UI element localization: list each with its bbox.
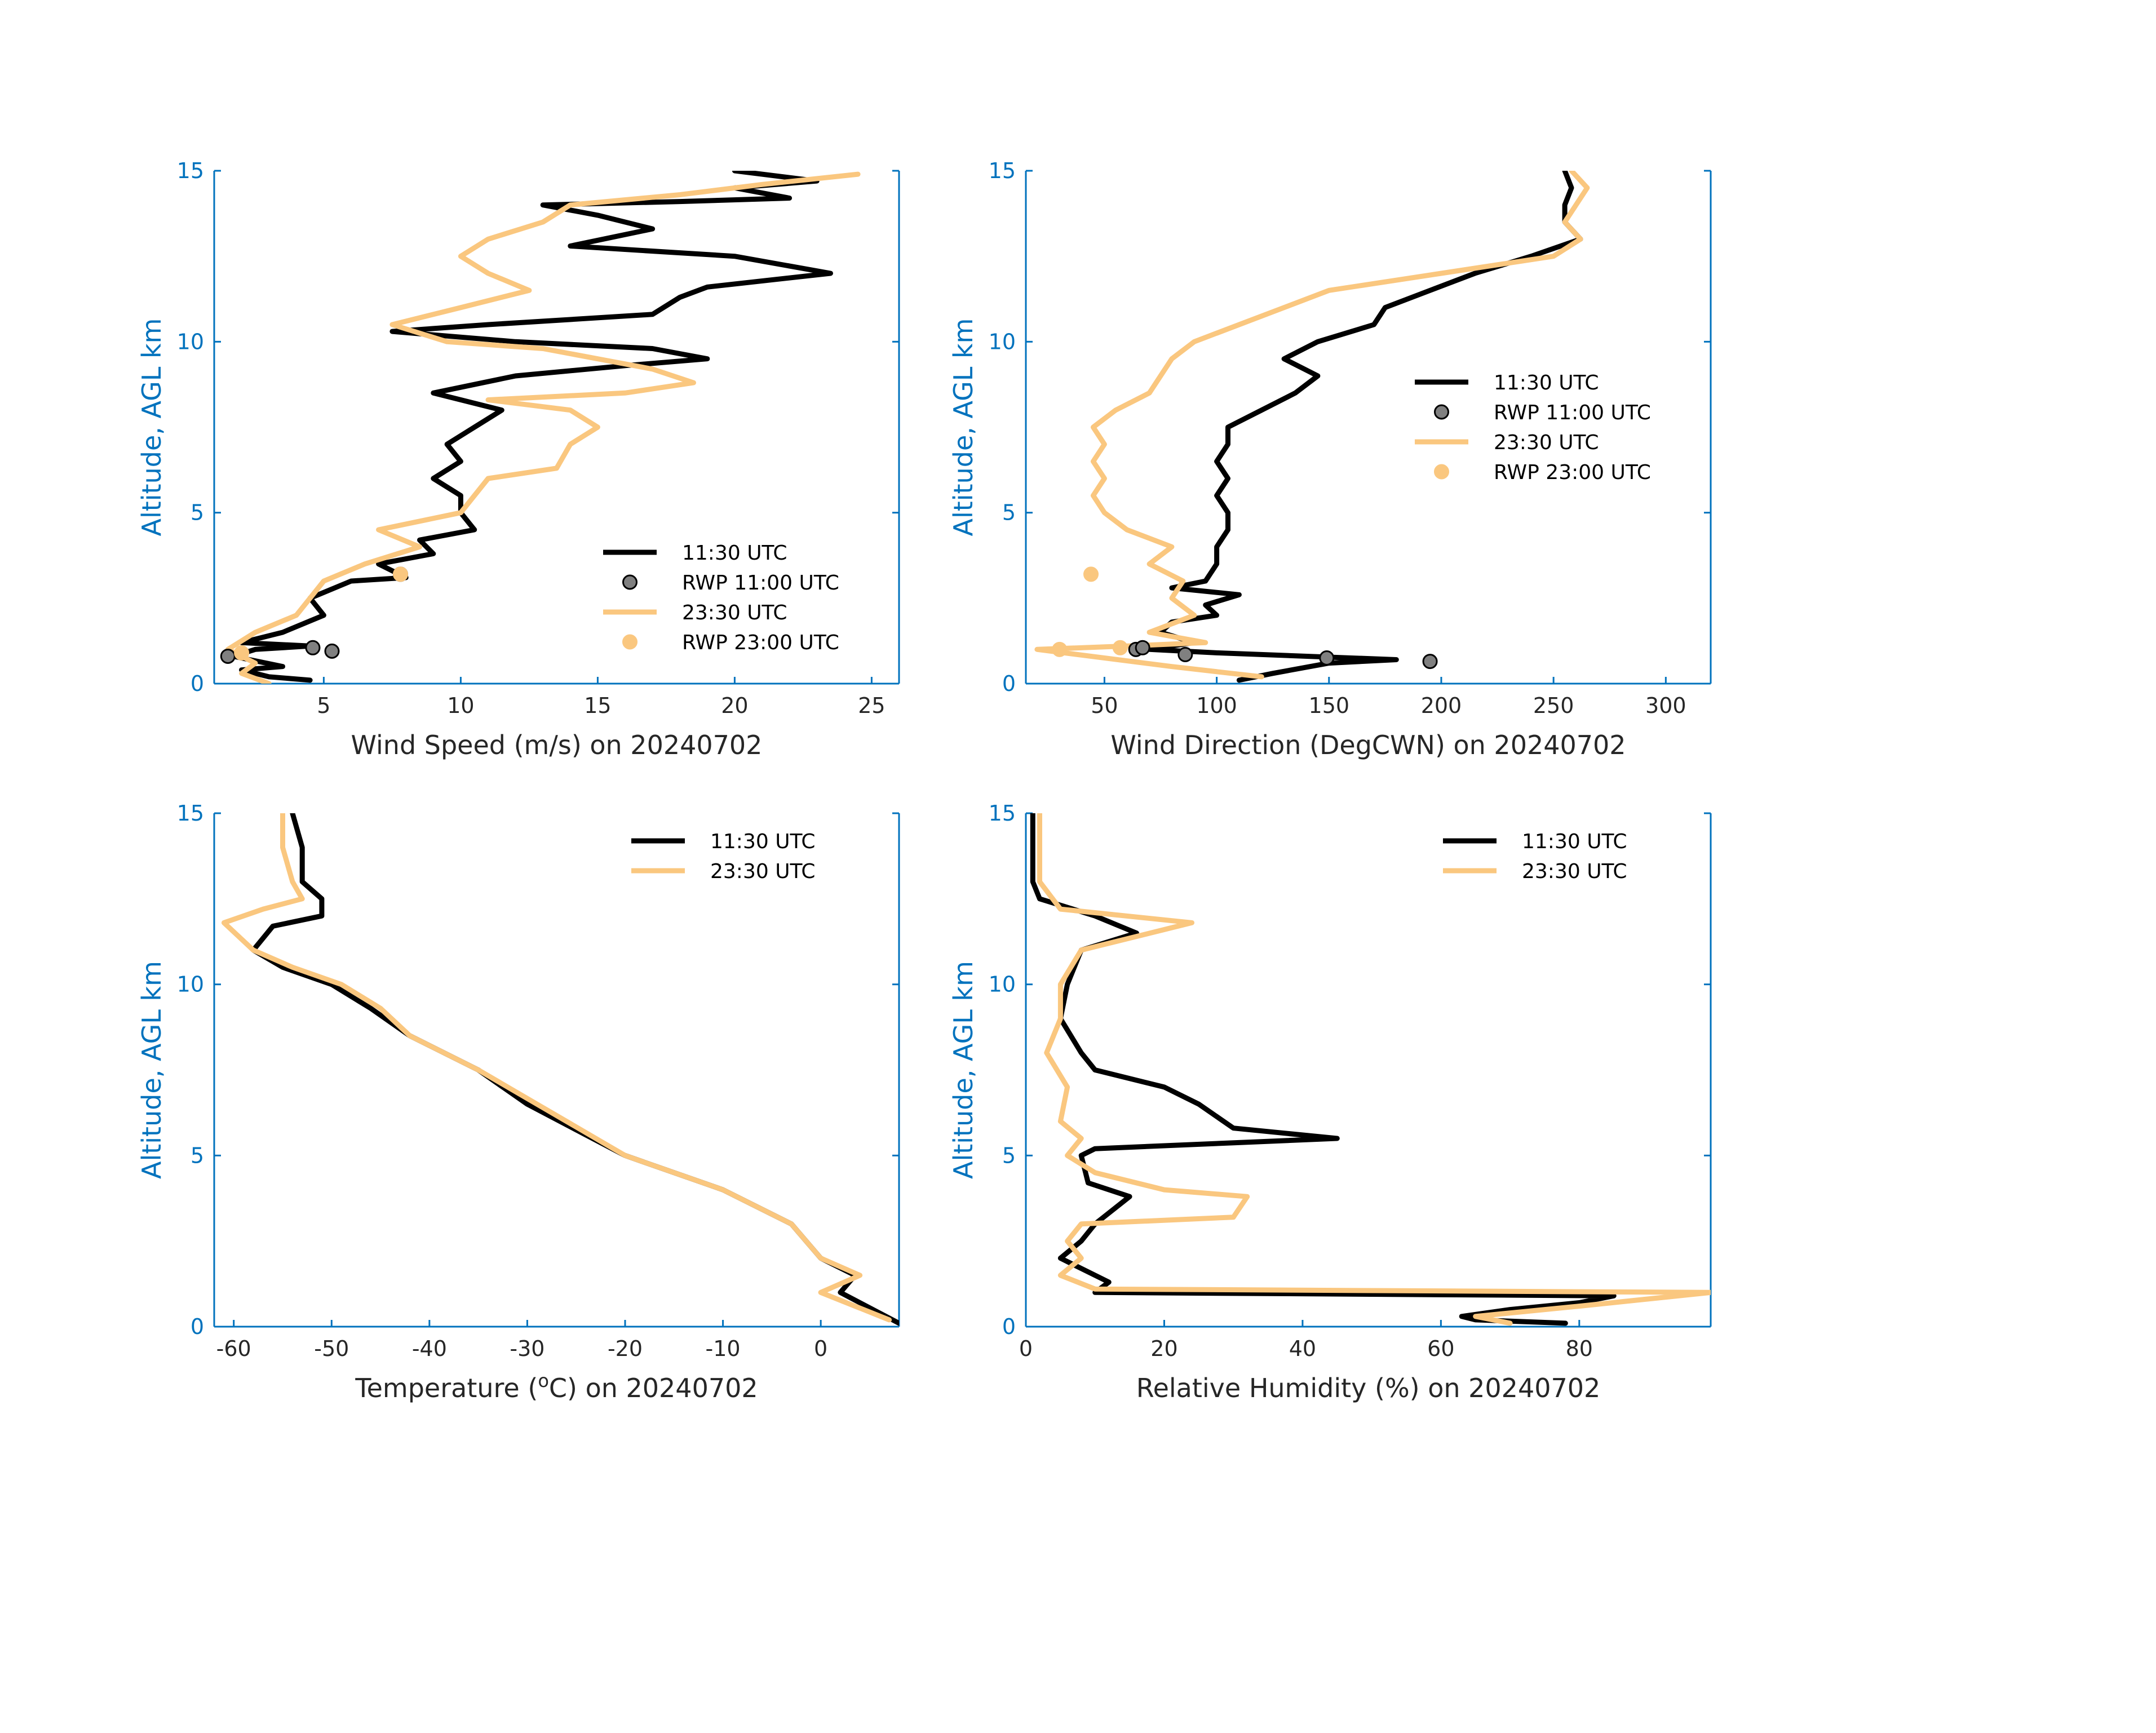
y-tick-label: 0	[191, 671, 204, 696]
panel-3: -60 -50 -40 -30 -20 -10 0 0 5 10 15 Temperature (oC…	[136, 801, 900, 1403]
x-tick-label: 0	[1019, 1336, 1033, 1361]
plot-area	[221, 813, 899, 1326]
x-tick-label: -10	[706, 1336, 741, 1361]
series-line-23-30-utc	[221, 813, 892, 1323]
x-tick-label: -40	[412, 1336, 447, 1361]
y-tick-label: 5	[1002, 1143, 1016, 1168]
y-tick-label: 10	[989, 972, 1016, 997]
series-line-23-30-utc	[1037, 813, 1711, 1326]
data-point-rwp-11-00-utc	[1177, 646, 1193, 662]
legend-label: RWP 23:00 UTC	[1494, 461, 1651, 484]
legend-label: 23:30 UTC	[710, 860, 816, 883]
x-axis-label: Wind Direction (DegCWN) on 20240702	[1110, 730, 1626, 760]
y-tick-label: 15	[177, 158, 204, 183]
x-tick-label: 0	[814, 1336, 827, 1361]
legend: 11:30 UTC 23:30 UTC	[1443, 830, 1627, 883]
data-point-rwp-11-00-utc	[1422, 654, 1438, 670]
panel-1: 5 10 15 20 25 0 5 10 15 Wind Speed (m/s) on 20240…	[136, 158, 900, 760]
x-tick-label: 15	[584, 693, 611, 718]
legend-label: 11:30 UTC	[710, 830, 816, 853]
x-tick-label: 40	[1289, 1336, 1316, 1361]
panel-4: 0 20 40 60 80 0 5 10 15 Relative Humidity (%) on …	[948, 801, 1712, 1403]
x-tick-label: 300	[1645, 693, 1686, 718]
y-tick-label: 10	[989, 329, 1016, 354]
x-tick-label: 10	[447, 693, 474, 718]
x-tick-label: 60	[1427, 1336, 1454, 1361]
y-axis-label: Altitude, AGL km	[136, 961, 167, 1179]
y-tick-label: 15	[989, 801, 1016, 826]
legend-marker-swatch	[622, 634, 637, 650]
legend-label: 11:30 UTC	[1494, 371, 1599, 395]
plot-area	[1030, 813, 1711, 1326]
x-tick-label: 150	[1309, 693, 1350, 718]
y-tick-label: 15	[989, 158, 1016, 183]
y-tick-label: 5	[191, 500, 204, 525]
legend-label: 23:30 UTC	[682, 601, 787, 624]
x-tick-label: -30	[510, 1336, 544, 1361]
x-tick-label: 20	[1150, 1336, 1177, 1361]
x-tick-label: -60	[216, 1336, 251, 1361]
data-point-rwp-11-00-utc	[220, 648, 236, 664]
data-point-rwp-11-00-utc	[1135, 640, 1150, 655]
x-tick-label: 50	[1091, 693, 1118, 718]
legend-marker-swatch	[1434, 404, 1449, 420]
x-tick-label: -20	[608, 1336, 643, 1361]
data-point-rwp-23-00-utc	[1052, 641, 1068, 657]
x-tick-label: 100	[1196, 693, 1237, 718]
plot-area	[1034, 171, 1590, 683]
y-tick-label: 0	[191, 1314, 204, 1339]
series-line-11-30-utc	[250, 813, 899, 1326]
data-point-rwp-11-00-utc	[1319, 650, 1335, 666]
x-tick-label: 20	[721, 693, 748, 718]
legend: 11:30 UTC 23:30 UTC	[631, 830, 816, 883]
legend-label: 23:30 UTC	[1494, 431, 1599, 454]
y-axis-label: Altitude, AGL km	[136, 318, 167, 536]
y-tick-label: 5	[191, 1143, 204, 1168]
panel-2: 50 100 150 200 250 300 0 5 10 15 Wind Direction (D…	[948, 158, 1712, 760]
x-tick-label: 80	[1566, 1336, 1593, 1361]
legend-marker-swatch	[622, 574, 637, 590]
legend-label: RWP 11:00 UTC	[1494, 401, 1651, 424]
plot-area	[220, 171, 861, 684]
y-tick-label: 0	[1002, 1314, 1016, 1339]
legend-label: 11:30 UTC	[1522, 830, 1627, 853]
y-tick-label: 10	[177, 972, 204, 997]
legend: 11:30 UTC RWP 11:00 UTC 23:30 UTC RWP 23:00…	[603, 542, 839, 654]
y-axis-label: Altitude, AGL km	[948, 961, 979, 1179]
series-line-23-30-utc	[1034, 171, 1590, 680]
x-axis-label: Relative Humidity (%) on 20240702	[1136, 1373, 1601, 1403]
series-line-11-30-utc	[1146, 171, 1583, 683]
data-point-rwp-11-00-utc	[324, 643, 340, 659]
x-tick-label: -50	[314, 1336, 349, 1361]
x-axis-label: Wind Speed (m/s) on 20240702	[351, 730, 763, 760]
y-tick-label: 10	[177, 329, 204, 354]
data-point-rwp-11-00-utc	[305, 640, 321, 655]
x-axis-label: Temperature (oC) on 20240702	[355, 1370, 758, 1403]
legend-label: 11:30 UTC	[682, 542, 787, 565]
x-tick-label: 250	[1533, 693, 1574, 718]
legend: 11:30 UTC RWP 11:00 UTC 23:30 UTC RWP 23:00…	[1415, 371, 1651, 484]
data-point-rwp-23-00-utc	[234, 645, 250, 661]
x-tick-label: 200	[1421, 693, 1462, 718]
y-tick-label: 0	[1002, 671, 1016, 696]
legend-marker-swatch	[1434, 464, 1449, 480]
legend-label: 23:30 UTC	[1522, 860, 1627, 883]
series-line-23-30-utc	[225, 171, 861, 684]
legend-label: RWP 11:00 UTC	[682, 571, 839, 595]
y-tick-label: 5	[1002, 500, 1016, 525]
x-tick-label: 25	[858, 693, 885, 718]
data-point-rwp-23-00-utc	[1083, 566, 1099, 582]
data-point-rwp-23-00-utc	[392, 566, 408, 582]
y-axis-label: Altitude, AGL km	[948, 318, 979, 536]
x-tick-label: 5	[317, 693, 330, 718]
series-line-11-30-utc	[231, 171, 833, 683]
series-line-11-30-utc	[1030, 813, 1617, 1326]
legend-label: RWP 23:00 UTC	[682, 631, 839, 654]
y-tick-label: 15	[177, 801, 204, 826]
data-point-rwp-23-00-utc	[1112, 640, 1128, 655]
